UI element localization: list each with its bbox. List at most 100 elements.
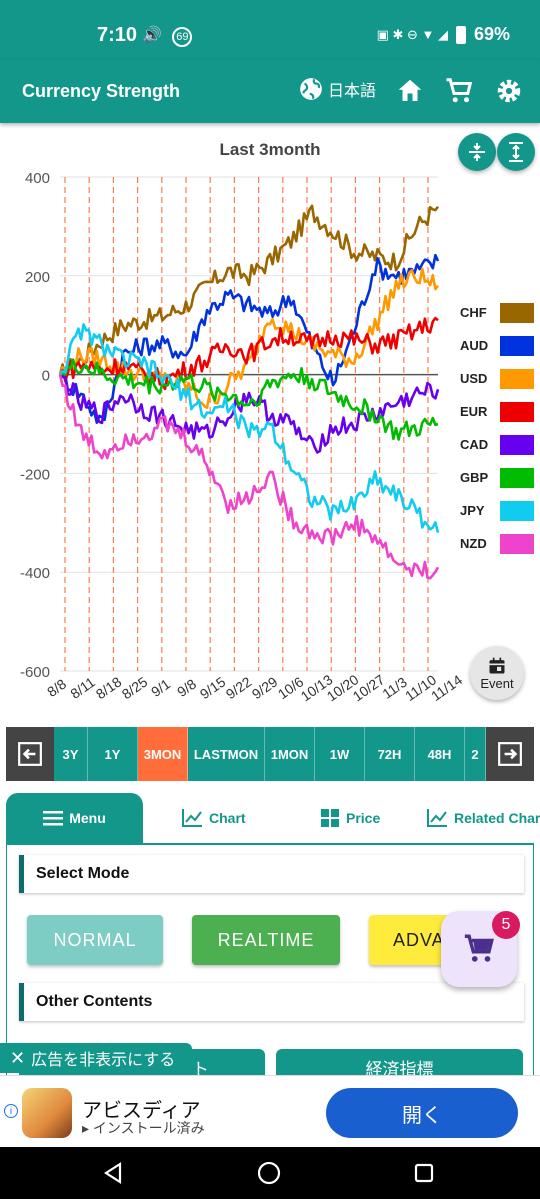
hamburger-icon bbox=[43, 811, 64, 826]
legend-item-chf[interactable]: CHF bbox=[460, 296, 534, 329]
app-bar: Currency Strength 日本語 bbox=[0, 60, 540, 123]
period-3mon[interactable]: 3MON bbox=[138, 727, 188, 781]
signal-icons: ▣ ✱ ⊖ ▼ ◢ bbox=[376, 26, 448, 42]
ad-info-icon[interactable]: i bbox=[4, 1104, 18, 1118]
language-switch[interactable]: 日本語 bbox=[298, 76, 376, 102]
period-1w[interactable]: 1W bbox=[315, 727, 365, 781]
back-icon[interactable] bbox=[101, 1161, 125, 1185]
status-left-icons: 🔊 69 bbox=[142, 25, 193, 47]
mode-realtime-button[interactable]: REALTIME bbox=[192, 915, 340, 965]
status-bar: 7:10 🔊 69 ▣ ✱ ⊖ ▼ ◢ 69% bbox=[0, 0, 540, 60]
expand-vertical-icon bbox=[509, 142, 523, 162]
compress-vertical-icon bbox=[469, 143, 485, 161]
chart-legend: CHF AUD USD EUR CAD GBP JPY NZD bbox=[460, 296, 534, 560]
legend-item-nzd[interactable]: NZD bbox=[460, 527, 534, 560]
tab-menu[interactable]: Menu bbox=[6, 793, 143, 843]
legend-label: CHF bbox=[460, 305, 487, 320]
ad-app-status: ▸ インストール済み bbox=[82, 1118, 205, 1138]
battery-level: 69% bbox=[473, 24, 510, 44]
x-tick-label: 9/1 bbox=[148, 676, 173, 700]
legend-item-gbp[interactable]: GBP bbox=[460, 461, 534, 494]
settings-button[interactable] bbox=[492, 74, 526, 108]
legend-label: NZD bbox=[460, 536, 487, 551]
cart-icon bbox=[464, 934, 494, 962]
cart-button[interactable] bbox=[442, 74, 476, 108]
home-icon bbox=[398, 79, 422, 101]
legend-label: JPY bbox=[460, 503, 485, 518]
arrow-left-icon bbox=[18, 742, 42, 766]
tab-related-label: Related Char bbox=[454, 810, 540, 826]
series-line-nzd bbox=[58, 374, 440, 580]
series-line-usd bbox=[58, 267, 440, 409]
mode-normal-button[interactable]: NORMAL bbox=[27, 915, 163, 965]
select-mode-heading: Select Mode bbox=[19, 855, 524, 893]
legend-label: GBP bbox=[460, 470, 489, 485]
tab-bar: Menu Chart Price Related Char bbox=[6, 793, 540, 843]
expand-button[interactable] bbox=[497, 133, 535, 171]
close-icon: ✕ bbox=[10, 1047, 26, 1068]
home-circle-icon[interactable] bbox=[256, 1160, 282, 1186]
period-3y[interactable]: 3Y bbox=[54, 727, 88, 781]
cart-badge: 5 bbox=[492, 911, 520, 939]
series-line-cad bbox=[59, 373, 440, 454]
legend-swatch bbox=[500, 401, 534, 422]
legend-item-jpy[interactable]: JPY bbox=[460, 494, 534, 527]
menu-panel: Select Mode NORMAL REALTIME ADVA Other C… bbox=[6, 843, 534, 1085]
legend-item-eur[interactable]: EUR bbox=[460, 395, 534, 428]
tab-chart[interactable]: Chart bbox=[181, 793, 246, 843]
globe-icon bbox=[300, 78, 322, 100]
period-next-button[interactable] bbox=[486, 727, 534, 781]
legend-swatch bbox=[500, 500, 534, 521]
tab-chart-label: Chart bbox=[209, 810, 246, 826]
x-tick-label: 8/25 bbox=[119, 673, 151, 702]
legend-swatch bbox=[500, 335, 534, 356]
tab-menu-label: Menu bbox=[69, 810, 106, 826]
tab-related-charts[interactable]: Related Char bbox=[426, 793, 540, 843]
calendar-icon bbox=[489, 657, 505, 673]
system-nav-bar bbox=[0, 1147, 540, 1199]
x-tick-label: 11/14 bbox=[428, 671, 465, 704]
chart-title: Last 3month bbox=[219, 140, 321, 159]
series-line-chf bbox=[58, 204, 440, 381]
home-button[interactable] bbox=[393, 74, 427, 108]
tab-price[interactable]: Price bbox=[320, 793, 380, 843]
other-contents-heading: Other Contents bbox=[19, 983, 524, 1021]
period-list: 3Y 1Y 3MON LASTMON 1MON 1W 72H 48H 2 bbox=[54, 727, 486, 781]
legend-label: AUD bbox=[460, 338, 489, 353]
event-button[interactable]: Event bbox=[470, 646, 524, 700]
chart-line-icon bbox=[427, 809, 447, 827]
legend-item-aud[interactable]: AUD bbox=[460, 329, 534, 362]
legend-swatch bbox=[500, 533, 534, 554]
ad-app-status-label: インストール済み bbox=[92, 1120, 205, 1136]
hide-ad-button[interactable]: ✕ 広告を非表示にする bbox=[0, 1043, 192, 1073]
status-right: ▣ ✱ ⊖ ▼ ◢ 69% bbox=[377, 24, 510, 45]
legend-label: EUR bbox=[460, 404, 488, 419]
ad-open-button[interactable]: 開く bbox=[326, 1088, 518, 1138]
y-tick-label: -600 bbox=[20, 664, 50, 681]
chart-line-icon bbox=[182, 809, 202, 827]
period-48h[interactable]: 48H bbox=[415, 727, 465, 781]
period-1y[interactable]: 1Y bbox=[88, 727, 138, 781]
ad-banner[interactable]: i アビスディア ▸ インストール済み 開く bbox=[0, 1075, 540, 1147]
series-line-gbp bbox=[59, 358, 439, 441]
grid-icon bbox=[321, 809, 339, 827]
period-2[interactable]: 2 bbox=[465, 727, 486, 781]
cart-fab[interactable] bbox=[441, 911, 517, 987]
period-lastmon[interactable]: LASTMON bbox=[188, 727, 265, 781]
legend-item-usd[interactable]: USD bbox=[460, 362, 534, 395]
cart-icon bbox=[446, 78, 473, 103]
ad-app-thumbnail bbox=[22, 1088, 72, 1138]
period-72h[interactable]: 72H bbox=[365, 727, 415, 781]
recents-icon[interactable] bbox=[412, 1161, 436, 1185]
period-1mon[interactable]: 1MON bbox=[265, 727, 315, 781]
tab-price-label: Price bbox=[346, 810, 381, 826]
language-label: 日本語 bbox=[328, 83, 377, 100]
status-time: 7:10 bbox=[97, 24, 138, 46]
legend-swatch bbox=[500, 302, 534, 323]
legend-item-cad[interactable]: CAD bbox=[460, 428, 534, 461]
period-prev-button[interactable] bbox=[6, 727, 54, 781]
compress-button[interactable] bbox=[458, 133, 496, 171]
app-title: Currency Strength bbox=[22, 81, 181, 101]
